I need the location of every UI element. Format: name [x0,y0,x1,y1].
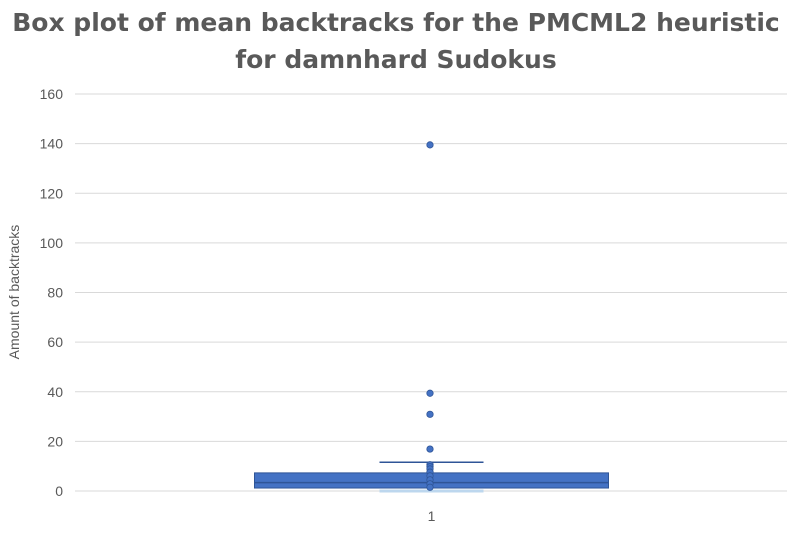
x-axis-ticks: 1 [428,508,436,524]
outlier-point-2 [426,410,434,418]
outlier-point-11 [426,483,434,491]
chart-title: Box plot of mean backtracks for the PMCM… [0,4,792,78]
outlier-point-1 [426,389,434,397]
chart-title-line-2: for damnhard Sudokus [235,45,557,74]
y-tick-label-20: 20 [47,433,63,449]
y-tick-label-160: 160 [40,86,64,102]
y-tick-label-40: 40 [47,384,63,400]
y-tick-label-140: 140 [40,136,64,152]
outlier-point-0 [426,141,434,149]
y-axis-title: Amount of backtracks [6,225,22,360]
x-tick-label-1: 1 [428,508,436,524]
box-plot-series [254,141,609,493]
y-tick-label-120: 120 [40,185,64,201]
y-tick-label-80: 80 [47,285,63,301]
gridlines [75,93,787,492]
y-tick-label-0: 0 [55,483,63,499]
y-tick-label-60: 60 [47,334,63,350]
chart-title-line-1: Box plot of mean backtracks for the PMCM… [12,8,780,37]
outlier-point-3 [426,445,434,453]
y-tick-label-100: 100 [40,235,64,251]
y-axis-ticks: 0 20 40 60 80 100 120 140 160 [40,86,64,499]
